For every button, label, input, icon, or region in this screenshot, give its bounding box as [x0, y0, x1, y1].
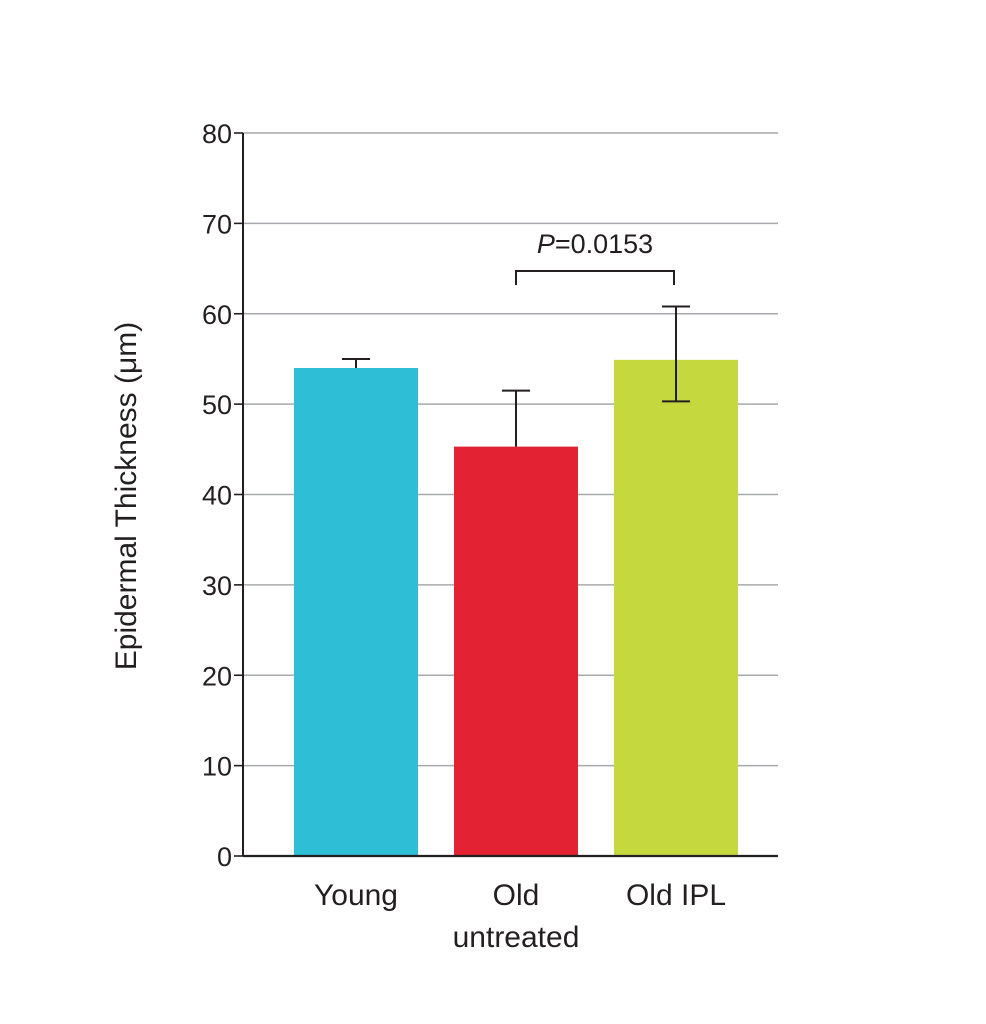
- y-tick-label: 20: [202, 661, 232, 691]
- x-category-label-line: Young: [314, 879, 398, 912]
- significance-annotation: P=0.0153: [515, 229, 675, 285]
- p-value-symbol: P: [537, 229, 555, 259]
- y-tick-label: 70: [202, 209, 232, 239]
- x-category-label-line: Old: [493, 879, 540, 912]
- y-tick-label: 60: [202, 300, 232, 330]
- error-bars: [342, 305, 690, 447]
- bar: [614, 359, 738, 856]
- y-tick-label: 10: [202, 752, 232, 782]
- y-axis-title: Epidermal Thickness (μm): [110, 322, 143, 671]
- y-tick-label: 0: [217, 842, 232, 872]
- bar: [454, 446, 578, 856]
- significance-bracket: [515, 270, 675, 285]
- y-tick-label: 40: [202, 481, 232, 511]
- x-category-label: Old untreated: [453, 879, 580, 954]
- x-category-label: Young: [314, 879, 398, 912]
- x-category-label: Old IPL: [626, 879, 726, 912]
- bars: [294, 359, 738, 856]
- y-tick-label: 50: [202, 390, 232, 420]
- x-category-label-line: untreated: [453, 921, 580, 954]
- y-tick-label: 80: [202, 119, 232, 149]
- bar: [294, 367, 418, 856]
- y-tick-label: 30: [202, 571, 232, 601]
- x-category-label-line: Old IPL: [626, 879, 726, 912]
- axes: [234, 132, 778, 858]
- p-value-label: P=0.0153: [537, 229, 653, 259]
- p-value-number: =0.0153: [555, 229, 653, 259]
- labels: 0 10 20 30 40 50 60 70 80 Young Old untreated Old IP…: [202, 119, 726, 954]
